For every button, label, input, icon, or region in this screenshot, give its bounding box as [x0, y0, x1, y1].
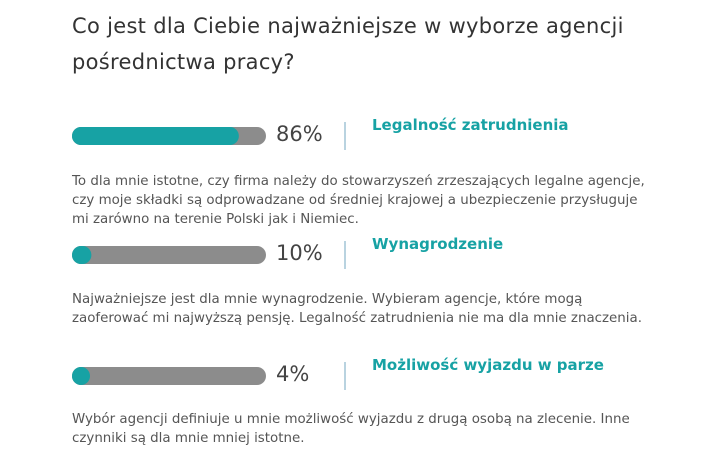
description: To dla mnie istotne, czy firma należy do… [72, 174, 645, 227]
category-label: Legalność zatrudnienia [372, 116, 569, 134]
description: Wybór agencji definiuje u mnie możliwość… [72, 412, 630, 446]
category-label: Możliwość wyjazdu w parze [372, 356, 604, 374]
bar [72, 246, 92, 264]
bar-track [72, 367, 266, 385]
category-label: Wynagrodzenie [372, 235, 504, 253]
bar-track [72, 246, 266, 264]
value-label: 4% [276, 362, 310, 386]
value-label: 86% [276, 122, 323, 146]
value-label: 10% [276, 241, 323, 265]
bar [72, 127, 239, 145]
description: Najważniejsze jest dla mnie wynagrodzeni… [72, 292, 642, 326]
title: Co jest dla Ciebie najważniejsze w wybor… [72, 14, 624, 74]
bar [72, 367, 90, 385]
